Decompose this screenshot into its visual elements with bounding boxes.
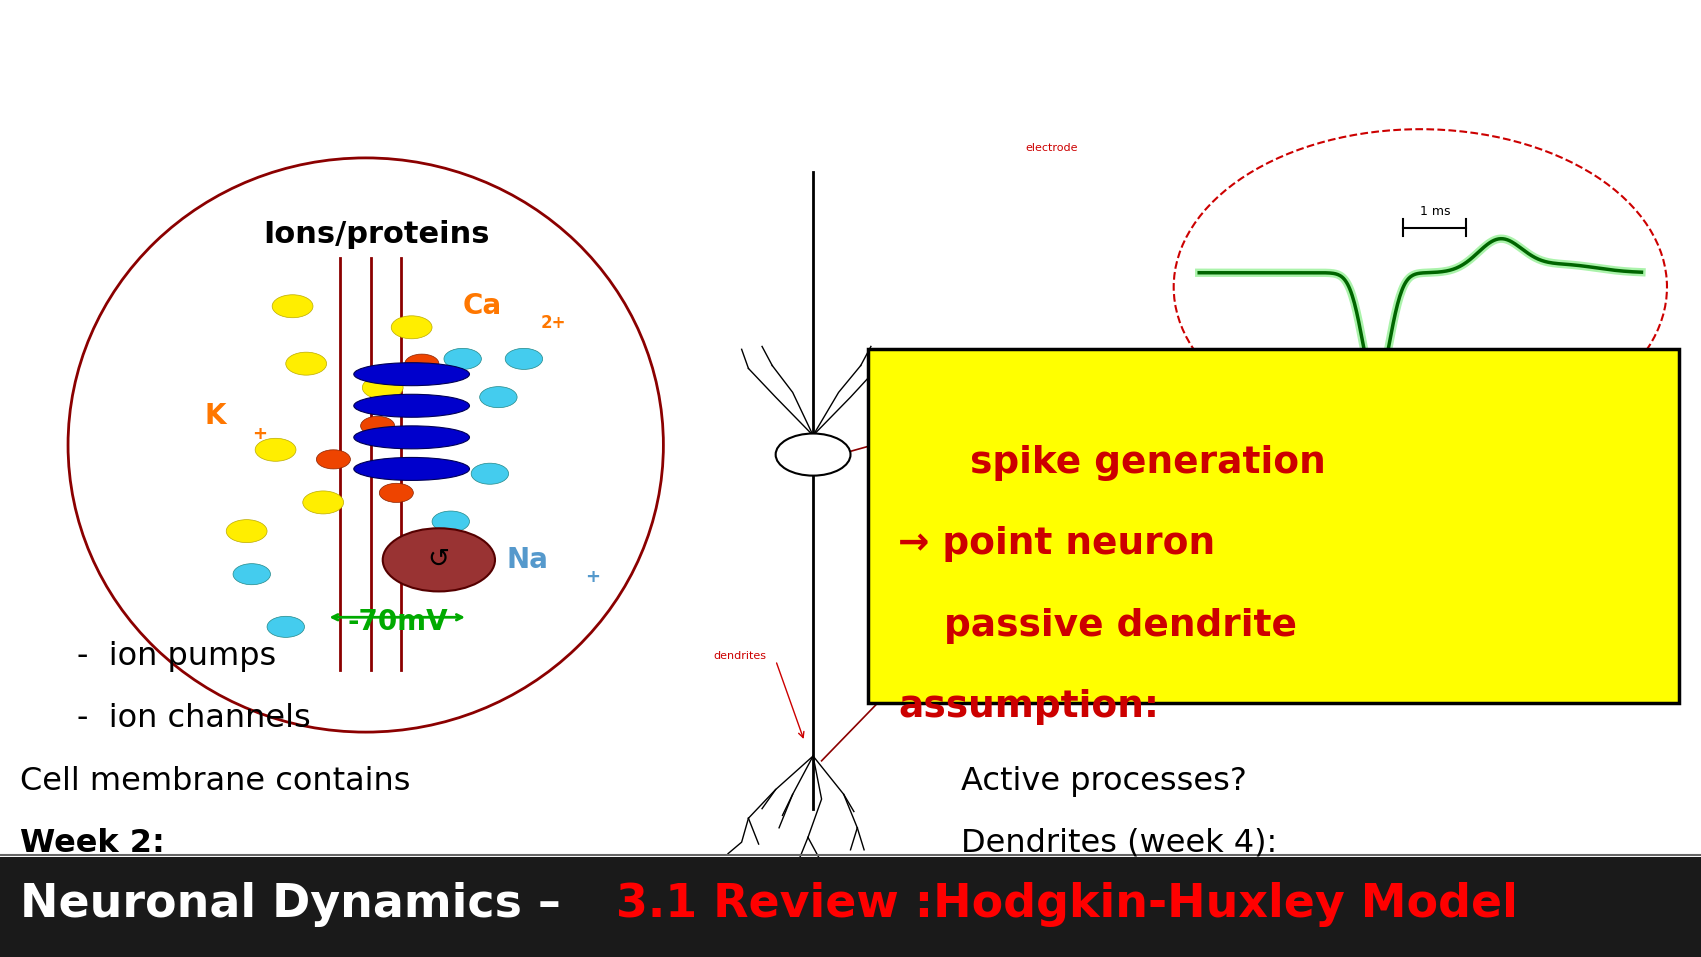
Ellipse shape [354,426,469,449]
Circle shape [255,438,296,461]
Circle shape [267,616,304,637]
Circle shape [379,483,413,502]
FancyBboxPatch shape [0,857,1701,957]
Circle shape [383,528,495,591]
Text: Ca: Ca [463,292,502,321]
Circle shape [405,354,439,373]
Text: K: K [204,402,226,431]
Circle shape [432,511,469,532]
Text: 2+: 2+ [541,315,566,332]
Circle shape [505,348,543,369]
Circle shape [471,463,509,484]
Ellipse shape [354,457,469,480]
Text: action: action [1340,397,1408,416]
Circle shape [776,434,850,476]
Text: Dendrites (week 4):: Dendrites (week 4): [961,828,1277,858]
Text: Week 2:: Week 2: [20,828,165,858]
Text: -  ion pumps: - ion pumps [77,641,276,672]
Circle shape [272,295,313,318]
Text: → point neuron: → point neuron [898,526,1215,563]
Text: assumption:: assumption: [898,689,1158,725]
Text: +: + [585,568,600,586]
Text: 1 ms: 1 ms [1420,205,1449,218]
Circle shape [480,387,517,408]
Circle shape [233,564,270,585]
Text: passive dendrite: passive dendrite [944,608,1298,644]
Text: Neuronal Dynamics –: Neuronal Dynamics – [20,881,577,927]
Text: ↺: ↺ [427,546,451,573]
Text: Active processes?: Active processes? [961,766,1247,796]
Text: Cell membrane contains: Cell membrane contains [20,766,412,796]
FancyBboxPatch shape [868,349,1679,703]
Circle shape [226,520,267,543]
Circle shape [303,491,344,514]
Text: dendrites: dendrites [713,651,767,660]
Text: Na: Na [507,545,549,574]
Circle shape [316,450,350,469]
Text: Ions/proteins: Ions/proteins [264,220,490,249]
Text: potential: potential [1361,364,1461,383]
Text: +: + [252,425,267,442]
Circle shape [361,416,395,435]
Circle shape [362,376,403,399]
Circle shape [286,352,327,375]
Ellipse shape [354,394,469,417]
Ellipse shape [354,363,469,386]
Text: spike generation: spike generation [970,445,1325,481]
Circle shape [444,348,481,369]
Text: electrode: electrode [1026,144,1077,153]
Text: -  ion channels: - ion channels [77,703,310,734]
Text: -70mV: -70mV [347,609,449,636]
Text: 3.1 Review :Hodgkin-Huxley Model: 3.1 Review :Hodgkin-Huxley Model [616,881,1517,927]
Circle shape [391,316,432,339]
